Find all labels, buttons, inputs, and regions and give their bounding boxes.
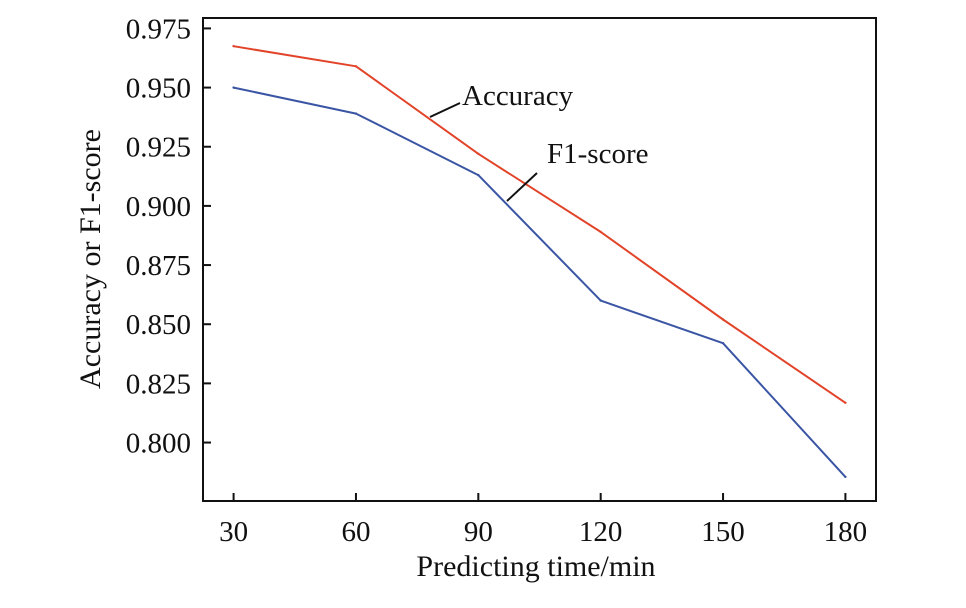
x-tick-label: 180 (824, 516, 868, 548)
y-tick-label: 0.900 (126, 191, 191, 223)
annotation-label: F1-score (547, 138, 648, 170)
series-line-f1-score (233, 86, 847, 478)
y-tick-label: 0.800 (126, 428, 191, 460)
data-point-accuracy (721, 318, 725, 321)
data-point-f1-score (599, 299, 602, 302)
annotation-label: Accuracy (462, 80, 574, 112)
data-point-accuracy (844, 401, 847, 404)
annotation-leader (506, 172, 538, 202)
x-tick-label: 60 (341, 516, 370, 548)
data-point-accuracy (477, 152, 480, 156)
y-axis-title: Accuracy or F1-score (74, 129, 107, 389)
data-point-accuracy (354, 65, 358, 68)
y-tick-label: 0.925 (126, 132, 191, 164)
y-tick-label: 0.950 (126, 73, 191, 105)
annotations: Accuracy F1-score (429, 80, 648, 202)
data-point-f1-score (232, 86, 235, 89)
data-point-accuracy (599, 230, 602, 234)
y-tick-label: 0.850 (126, 309, 191, 341)
x-tick-label: 120 (579, 516, 623, 548)
y-axis: 0.800 0.825 0.850 0.875 0.900 0.925 0.950 0.975 (126, 13, 211, 460)
data-point-f1-score (354, 112, 358, 115)
series-lines (232, 44, 847, 479)
annotation-leader (429, 102, 461, 118)
series-line-accuracy (233, 45, 846, 404)
plot-frame (202, 17, 877, 502)
x-tick-label: 90 (464, 516, 493, 548)
data-point-f1-score (477, 173, 480, 177)
y-tick-label: 0.825 (126, 368, 191, 400)
x-axis-title: Predicting time/min (416, 550, 655, 583)
data-point-f1-score (721, 341, 725, 345)
y-tick-label: 0.875 (126, 250, 191, 282)
x-tick-label: 30 (219, 516, 248, 548)
x-axis: 30 60 90 120 150 180 (219, 493, 867, 548)
data-point-f1-score (844, 475, 847, 479)
data-point-accuracy (232, 44, 235, 48)
x-tick-label: 150 (701, 516, 745, 548)
y-tick-label: 0.975 (126, 13, 191, 45)
